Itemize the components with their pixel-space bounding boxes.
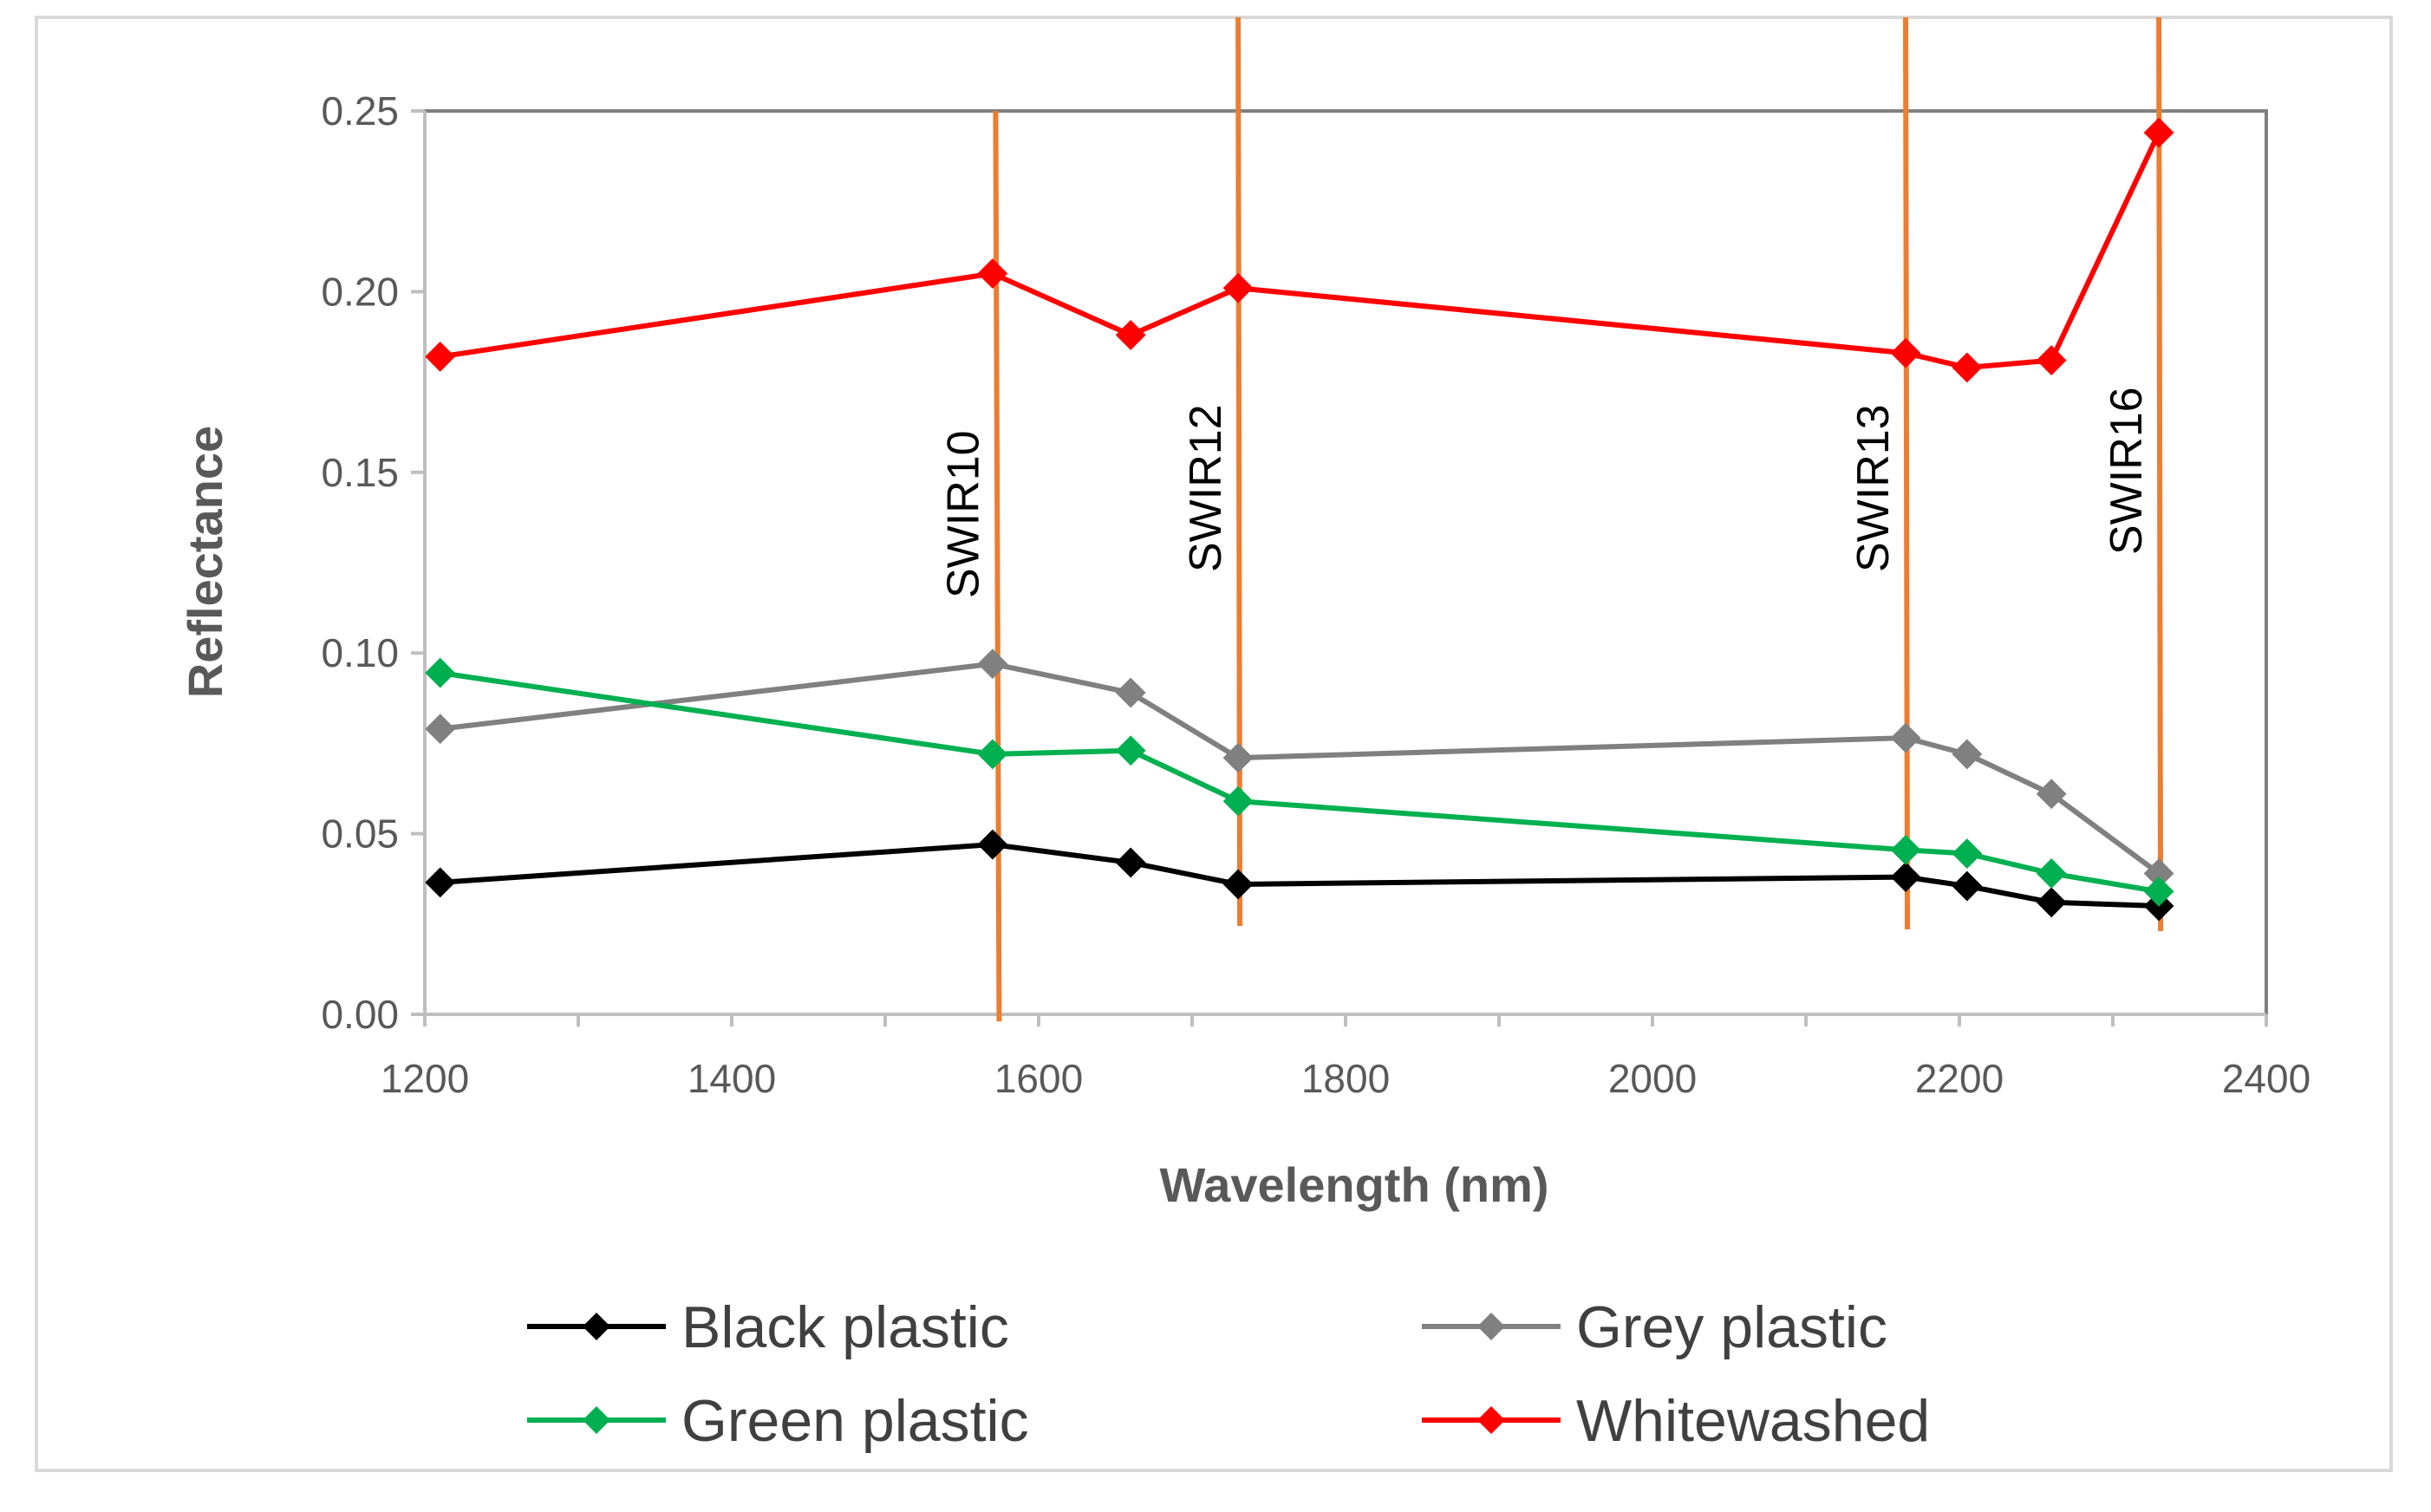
band-marker-label: SWIR12 <box>1181 404 1231 572</box>
series-grey-plastic <box>425 648 2174 889</box>
data-point <box>1115 320 1146 350</box>
data-point <box>425 657 456 688</box>
series-black-plastic <box>425 829 2174 922</box>
band-marker-label: SWIR10 <box>938 430 988 598</box>
legend-label: Green plastic <box>681 1388 1029 1454</box>
data-point <box>1222 272 1254 303</box>
series-line <box>440 842 2160 909</box>
x-tick-label: 1400 <box>688 1056 776 1101</box>
legend-swatch-marker <box>583 1406 610 1434</box>
legend-swatch-marker <box>1477 1406 1505 1434</box>
band-marker-line <box>1235 16 1243 927</box>
axes-layer: 0.00 0.05 0.10 0.15 0.20 0.25 1200 1400 1600 1800… <box>321 88 2310 1101</box>
data-point <box>425 714 456 745</box>
y-axis-title: Reflectance <box>178 426 232 698</box>
y-tick-label: 0.05 <box>321 811 399 857</box>
data-point <box>2036 858 2067 889</box>
band-markers-layer: SWIR10 SWIR12 SWIR13 SWIR16 <box>938 16 2164 1022</box>
data-point <box>1222 785 1254 817</box>
legend-label: Grey plastic <box>1576 1294 1887 1360</box>
data-point <box>1890 337 1921 368</box>
x-tick-label: 1800 <box>1301 1056 1390 1101</box>
legend-item: Black plastic <box>527 1294 1009 1360</box>
data-point <box>977 258 1008 289</box>
y-tick-label: 0.10 <box>321 630 399 675</box>
x-tick-label: 2000 <box>1608 1056 1697 1101</box>
data-point <box>1952 352 1983 383</box>
data-point <box>1115 677 1146 708</box>
data-point <box>1890 722 1921 753</box>
legend-swatch-marker <box>583 1313 610 1340</box>
legend-label: Black plastic <box>681 1294 1009 1360</box>
legend-swatch-marker <box>1477 1313 1505 1340</box>
series-line <box>440 661 2161 876</box>
series-green-plastic <box>425 657 2174 907</box>
data-point <box>1952 838 1983 869</box>
data-point <box>2036 887 2067 918</box>
series-layer <box>425 117 2174 922</box>
band-marker-line <box>1903 16 1911 930</box>
data-point <box>2143 876 2174 907</box>
data-point <box>977 648 1008 680</box>
y-tick-label: 0.20 <box>321 269 399 314</box>
data-point <box>2036 779 2067 810</box>
legend-item: Whitewashed <box>1422 1388 1930 1454</box>
legend-item: Grey plastic <box>1422 1294 1887 1360</box>
x-tick-label: 1600 <box>994 1056 1083 1101</box>
data-point <box>1952 870 1983 902</box>
series-line <box>440 670 2160 895</box>
band-marker-label: SWIR13 <box>1848 404 1899 572</box>
data-point <box>1115 847 1146 878</box>
band-marker-line <box>993 110 1002 1022</box>
band-marker-line <box>2156 16 2164 932</box>
y-tick-label: 0.00 <box>321 992 399 1037</box>
series-line <box>440 131 2161 370</box>
data-point <box>1890 834 1921 865</box>
legend-label: Whitewashed <box>1576 1388 1930 1454</box>
data-point <box>1222 742 1254 773</box>
x-axis-title: Wavelength (nm) <box>1159 1157 1548 1212</box>
plot-area-border <box>423 109 2268 1016</box>
data-point <box>977 739 1008 770</box>
data-point <box>425 342 456 372</box>
x-tick-label: 1200 <box>381 1056 469 1101</box>
data-point <box>977 829 1008 860</box>
band-marker-label: SWIR16 <box>2102 387 2152 555</box>
y-tick-label: 0.25 <box>321 88 399 134</box>
data-point <box>1222 869 1254 900</box>
series-whitewashed <box>425 117 2174 383</box>
data-point <box>1890 862 1921 893</box>
legend-item: Green plastic <box>527 1388 1029 1454</box>
data-point <box>425 867 456 898</box>
data-point <box>2036 345 2067 376</box>
data-point <box>2143 117 2174 148</box>
data-point <box>1115 735 1146 766</box>
x-tick-label: 2400 <box>2222 1056 2310 1101</box>
x-tick-label: 2200 <box>1915 1056 2004 1101</box>
data-point <box>1952 739 1983 770</box>
legend: Black plastic Grey plastic Green plastic Wh… <box>527 1294 1930 1454</box>
y-tick-label: 0.15 <box>321 450 399 495</box>
